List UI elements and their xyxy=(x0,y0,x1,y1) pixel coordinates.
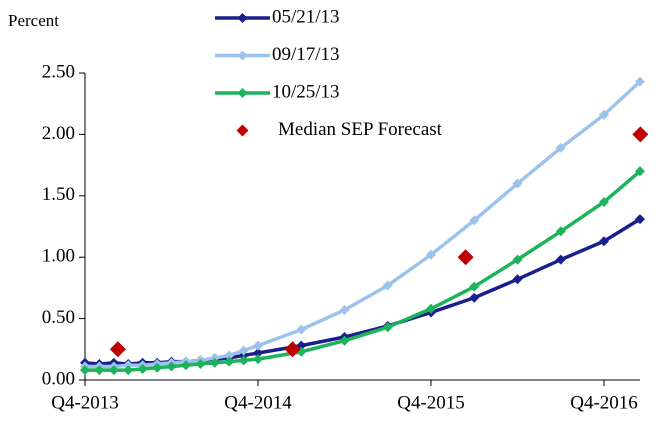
legend-label: Median SEP Forecast xyxy=(278,119,443,140)
series-marker xyxy=(635,76,645,87)
series-marker xyxy=(426,303,437,314)
y-tick-label: 2.00 xyxy=(42,123,75,144)
series-marker xyxy=(635,214,645,225)
sep-marker xyxy=(457,249,474,266)
series-marker xyxy=(238,355,249,366)
series-marker xyxy=(253,347,264,358)
legend-label: 05/21/13 xyxy=(272,6,340,27)
series-marker xyxy=(137,363,148,374)
series-marker xyxy=(599,109,610,120)
series-marker xyxy=(469,292,480,303)
series-marker xyxy=(382,322,393,333)
x-tick-label: Q4-2016 xyxy=(570,392,638,413)
series-marker xyxy=(512,178,523,189)
y-tick-label: 1.50 xyxy=(42,184,75,205)
series-marker xyxy=(426,249,437,260)
series-marker xyxy=(555,254,566,265)
y-axis-label: Percent xyxy=(8,11,59,30)
series-marker xyxy=(224,350,235,361)
sep-marker xyxy=(109,341,126,358)
y-tick-label: 1.00 xyxy=(42,246,75,267)
x-tick-label: Q4-2014 xyxy=(224,392,292,413)
y-tick-label: 0.00 xyxy=(42,368,75,389)
legend-marker xyxy=(237,13,248,23)
series-marker xyxy=(253,340,264,351)
series-marker xyxy=(635,166,645,177)
series-marker xyxy=(166,361,177,372)
legend-label: 09/17/13 xyxy=(272,44,340,65)
series-marker xyxy=(512,274,523,285)
x-tick-label: Q4-2015 xyxy=(397,392,465,413)
legend-marker xyxy=(237,88,248,98)
series-marker xyxy=(382,280,393,291)
series-marker xyxy=(599,196,610,207)
series-marker xyxy=(152,362,163,373)
series-marker xyxy=(108,365,119,376)
series-marker xyxy=(180,360,191,371)
series-marker xyxy=(512,254,523,265)
series-line xyxy=(85,169,642,372)
series-marker xyxy=(209,357,220,368)
series-marker xyxy=(253,354,264,365)
series-marker xyxy=(224,356,235,367)
series-marker xyxy=(469,215,480,226)
y-tick-label: 0.50 xyxy=(42,307,75,328)
legend-marker xyxy=(236,124,249,137)
series-marker xyxy=(195,359,206,370)
series-marker xyxy=(94,365,105,376)
legend-marker xyxy=(237,50,248,61)
x-tick-label: Q4-2013 xyxy=(51,392,119,413)
series-marker xyxy=(80,365,90,376)
sep-marker xyxy=(284,341,301,358)
series-line xyxy=(84,217,641,366)
legend-label: 10/25/13 xyxy=(272,81,340,102)
series-marker xyxy=(238,345,249,356)
series-marker xyxy=(599,236,610,247)
series-line xyxy=(85,80,642,369)
series-marker xyxy=(555,226,566,237)
y-tick-label: 2.50 xyxy=(42,61,75,82)
series-marker xyxy=(339,305,350,316)
series-marker xyxy=(296,324,307,335)
series-marker xyxy=(469,281,480,292)
sep-marker xyxy=(632,126,649,143)
series-marker xyxy=(123,365,134,376)
series-marker xyxy=(339,335,350,346)
series-marker xyxy=(555,142,566,153)
